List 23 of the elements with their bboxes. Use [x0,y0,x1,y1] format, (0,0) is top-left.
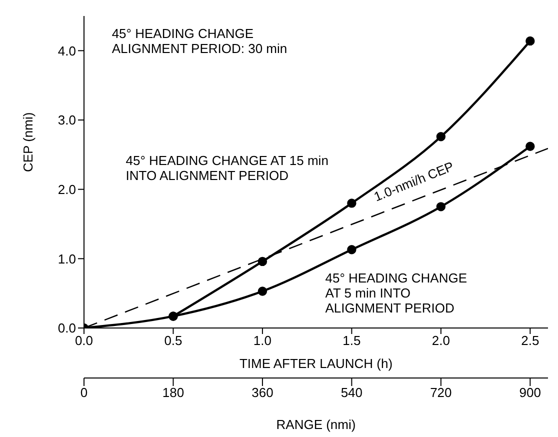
x2-tick-label: 360 [252,385,274,400]
y-tick-label: 1.0 [58,251,76,266]
x2-axis-title: RANGE (nmi) [276,417,356,432]
annotation: 45° HEADING CHANGE ALIGNMENT PERIOD: 30 min [112,26,288,56]
x-tick-label: 1.5 [342,333,361,348]
x-tick-label: 2.0 [432,333,450,348]
x2-tick-label: 900 [519,385,542,400]
x-tick-label: 0.0 [74,333,94,348]
annotation: 45° HEADING CHANGE AT 5 min INTO ALIGNMENT PERIOD [325,270,468,316]
x-axis-title: TIME AFTER LAUNCH (h) [239,356,393,371]
x2-tick-label: 540 [340,385,363,400]
x2-tick-label: 180 [162,385,184,400]
x2-tick-label: 720 [430,385,452,400]
x-tick-label: 2.5 [521,333,540,348]
y-tick-label: 4.0 [58,43,76,58]
annotation: 45° HEADING CHANGE AT 15 min INTO ALIGNMENT PERIOD [126,152,328,183]
y-axis-title: CEP (nmi) [20,112,36,172]
x-tick-label: 0.5 [164,333,182,348]
y-tick-label: 0.0 [58,320,76,336]
x-tick-label: 1.0 [253,333,272,348]
y-tick-label: 2.0 [58,182,76,197]
x2-tick-label: 0 [80,385,88,400]
y-tick-label: 3.0 [58,112,76,128]
